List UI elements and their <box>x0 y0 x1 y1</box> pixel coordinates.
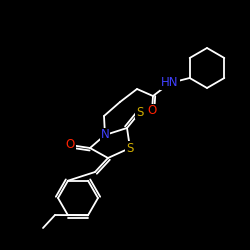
Text: O: O <box>148 104 156 118</box>
Text: HN: HN <box>161 76 179 90</box>
Text: S: S <box>136 106 144 118</box>
Text: S: S <box>126 142 134 154</box>
Text: O: O <box>66 138 74 151</box>
Text: N: N <box>100 128 110 141</box>
